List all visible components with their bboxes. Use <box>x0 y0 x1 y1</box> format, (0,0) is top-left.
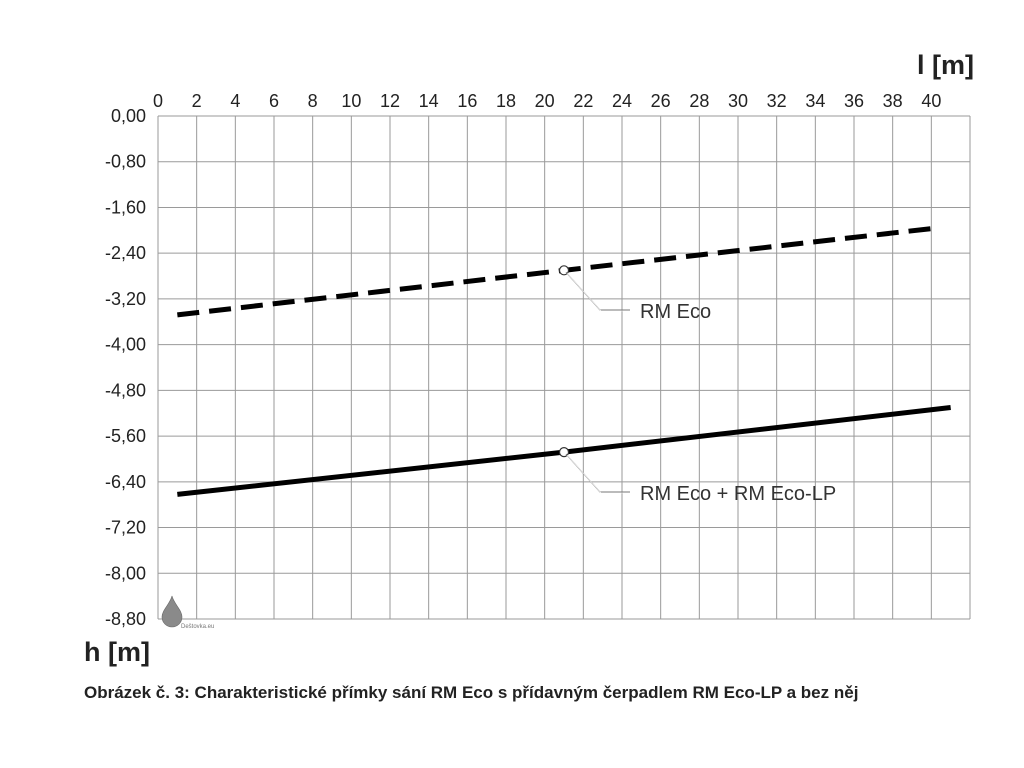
x-tick-label: 10 <box>341 91 361 111</box>
y-tick-label: -4,80 <box>105 380 146 400</box>
x-tick-label: 6 <box>269 91 279 111</box>
y-axis-title: h [m] <box>84 637 150 667</box>
x-tick-label: 8 <box>308 91 318 111</box>
series-label: RM Eco <box>640 301 711 323</box>
leader-line <box>565 271 630 311</box>
leader-line <box>565 453 630 493</box>
y-tick-labels: 0,00 -0,80 -1,60 -2,40 -3,20 -4,00 -4,80 -5,60 -… <box>105 106 146 629</box>
water-drop-icon <box>161 595 183 628</box>
series-label: RM Eco + RM Eco-LP <box>640 483 836 505</box>
x-tick-label: 14 <box>419 91 439 111</box>
watermark: Deštovka.eu <box>161 595 214 630</box>
leader-line-shadow <box>566 273 631 312</box>
x-tick-label: 28 <box>689 91 709 111</box>
series-layer <box>177 226 951 497</box>
x-tick-label: 16 <box>457 91 477 111</box>
y-tick-label: -7,20 <box>105 518 146 538</box>
y-tick-label: -2,40 <box>105 243 146 263</box>
figure-caption: Obrázek č. 3: Charakteristické přímky sá… <box>84 683 859 702</box>
y-tick-label: -4,00 <box>105 335 146 355</box>
x-tick-label: 26 <box>651 91 671 111</box>
x-tick-label: 36 <box>844 91 864 111</box>
y-tick-label: 0,00 <box>111 106 146 126</box>
x-tick-label: 0 <box>153 91 163 111</box>
x-tick-label: 38 <box>883 91 903 111</box>
series-labels: RM Eco RM Eco + RM Eco-LP <box>565 271 836 505</box>
x-tick-label: 2 <box>192 91 202 111</box>
x-axis-title: l [m] <box>917 50 974 80</box>
x-tick-label: 12 <box>380 91 400 111</box>
y-tick-label: -8,80 <box>105 609 146 629</box>
series-line-1 <box>177 226 932 318</box>
x-tick-label: 40 <box>921 91 941 111</box>
watermark-text: Deštovka.eu <box>181 624 214 630</box>
x-tick-label: 34 <box>805 91 825 111</box>
x-tick-labels: 0 2 4 6 8 10 12 14 16 18 20 22 24 26 28 30 32 34 36 38 40 <box>153 91 941 111</box>
x-tick-label: 20 <box>535 91 555 111</box>
y-tick-label: -1,60 <box>105 197 146 217</box>
y-tick-label: -3,20 <box>105 289 146 309</box>
x-tick-label: 18 <box>496 91 516 111</box>
x-tick-label: 32 <box>767 91 787 111</box>
y-tick-label: -6,40 <box>105 472 146 492</box>
y-tick-label: -5,60 <box>105 426 146 446</box>
leader-line-shadow <box>566 454 631 494</box>
x-tick-label: 30 <box>728 91 748 111</box>
x-tick-label: 22 <box>573 91 593 111</box>
grid <box>157 115 971 620</box>
x-tick-label: 4 <box>230 91 240 111</box>
x-tick-label: 24 <box>612 91 632 111</box>
y-tick-label: -0,80 <box>105 152 146 172</box>
y-tick-label: -8,00 <box>105 563 146 583</box>
